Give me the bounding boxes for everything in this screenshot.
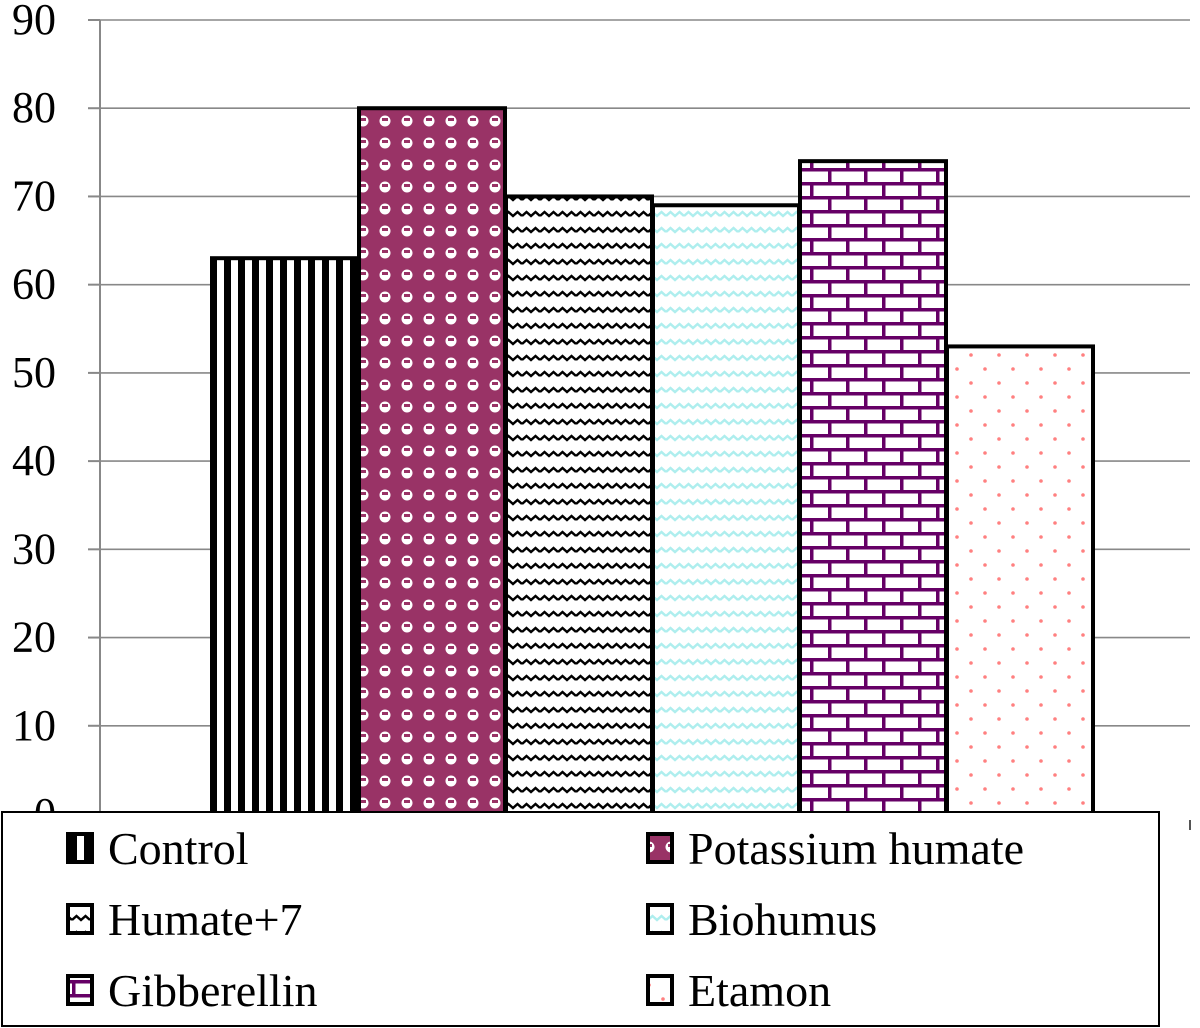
- legend-label-humate-7: Humate+7: [108, 894, 303, 945]
- y-tick-label: 10: [12, 701, 56, 750]
- y-tick-label: 40: [12, 436, 56, 485]
- y-tick-label: 30: [12, 524, 56, 573]
- legend: Control Potassium humate Humate+7 Biohumus G…: [1, 811, 1160, 1027]
- bar-etamon: [945, 344, 1095, 816]
- legend-swatch-gibberellin: [66, 974, 94, 1006]
- legend-label-biohumus: Biohumus: [688, 894, 877, 945]
- y-axis-tick-marks: [88, 19, 100, 815]
- legend-swatch-potassium-humate: [646, 832, 674, 864]
- y-tick-label: 90: [12, 0, 56, 44]
- y-tick-label: 50: [12, 348, 56, 397]
- legend-swatch-biohumus: [646, 903, 674, 935]
- bar-biohumus: [651, 203, 801, 816]
- legend-label-potassium-humate: Potassium humate: [688, 823, 1024, 874]
- legend-swatch-control: [66, 832, 94, 864]
- legend-entries: Control Potassium humate Humate+7 Biohumus G…: [66, 823, 1024, 1016]
- legend-swatch-etamon: [646, 974, 674, 1006]
- bar-control: [210, 256, 360, 816]
- y-tick-label: 80: [12, 83, 56, 132]
- legend-swatch-humate-7: [66, 903, 94, 935]
- bars: [210, 106, 1095, 816]
- y-tick-label: 20: [12, 613, 56, 662]
- y-axis-tick-labels: 0102030405060708090: [12, 0, 56, 838]
- bar-potassium-humate: [357, 106, 507, 816]
- bar-gibberellin: [798, 159, 948, 816]
- legend-label-control: Control: [108, 823, 249, 874]
- y-tick-label: 60: [12, 260, 56, 309]
- legend-box: [1, 811, 1160, 1027]
- y-tick-label: 70: [12, 171, 56, 220]
- legend-label-gibberellin: Gibberellin: [108, 965, 318, 1016]
- bar-humate-7: [504, 194, 654, 816]
- legend-label-etamon: Etamon: [688, 965, 831, 1016]
